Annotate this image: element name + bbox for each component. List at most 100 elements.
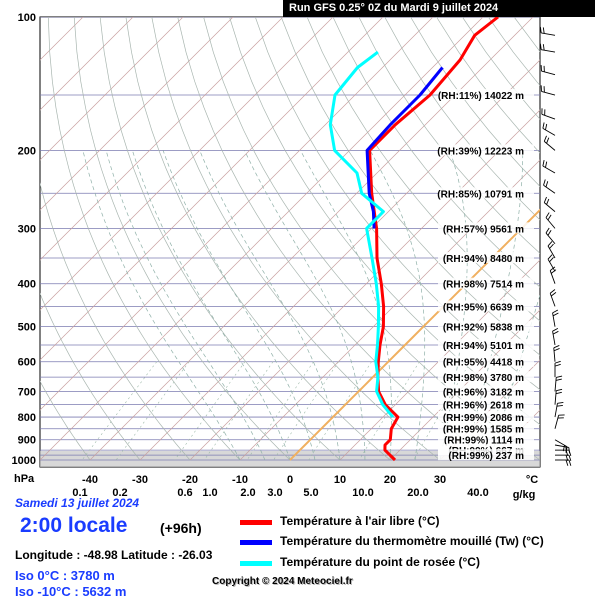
wind-barb-feather	[543, 27, 544, 33]
pressure-tick-label: 600	[18, 357, 36, 369]
level-label: (RH:98%) 7514 m	[443, 280, 524, 291]
wind-barb-feather	[554, 348, 560, 350]
wind-barb-feather	[544, 197, 546, 203]
wind-barb	[543, 122, 555, 135]
wind-barb	[550, 290, 556, 307]
temperature-tick-label: -30	[132, 474, 148, 486]
pressure-tick-label: 300	[18, 223, 36, 235]
wind-barb-feather	[546, 213, 549, 218]
mixing-ratio-label: 20.0	[407, 487, 428, 499]
legend-label: Température du point de rosée (°C)	[280, 555, 480, 569]
mixing-ratio-label: 0.6	[177, 487, 192, 499]
wind-barb	[555, 415, 565, 429]
mixing-ratio-label: 40.0	[467, 487, 488, 499]
wind-barb-feather	[553, 328, 558, 331]
coordinates: Longitude : -48.98 Latitude : -26.03	[15, 548, 212, 562]
wind-barb	[541, 65, 555, 75]
level-label: (RH:96%) 3182 m	[443, 387, 524, 398]
wind-barb-feather	[551, 270, 556, 274]
wind-barb-shaft	[546, 218, 555, 229]
wind-barb-shaft	[554, 348, 555, 362]
wind-barb-feather	[540, 27, 541, 33]
level-label: (RH:95%) 6639 m	[443, 302, 524, 313]
wind-barb-feather	[557, 405, 563, 406]
wind-barb-shaft	[555, 403, 557, 417]
wind-barb-feather	[548, 230, 551, 235]
wind-barb-shaft	[543, 166, 555, 173]
pressure-tick-label: 400	[18, 279, 36, 291]
wind-barb	[555, 445, 570, 453]
level-label: (RH:95%) 4418 m	[443, 358, 524, 369]
wind-barb-shaft	[544, 141, 555, 150]
wind-barb-feather	[544, 136, 546, 142]
dry-adiabat	[540, 17, 595, 460]
wind-barb-feather	[543, 44, 544, 50]
wind-barb	[544, 197, 555, 212]
level-label: (RH:94%) 5101 m	[443, 341, 524, 352]
temperature-tick-label: -10	[232, 474, 248, 486]
wind-barb-feather	[543, 122, 544, 128]
wind-barb	[550, 267, 556, 284]
wind-barb-shaft	[541, 71, 555, 75]
wind-barb	[555, 376, 562, 391]
pressure-tick-label: 700	[18, 386, 36, 398]
wind-barb	[554, 345, 560, 361]
wind-barb-shaft	[544, 185, 555, 193]
wind-barb-feather	[546, 181, 548, 187]
run-header: Run GFS 0.25° 0Z du Mardi 9 juillet 2024	[283, 0, 595, 17]
wind-barb	[546, 213, 555, 229]
wind-barb-feather	[553, 331, 558, 334]
wind-barb-feather	[556, 389, 562, 390]
temperature-tick-label: -40	[82, 474, 98, 486]
level-label: (RH:85%) 10791 m	[437, 189, 524, 200]
wind-barb-shaft	[548, 246, 555, 258]
mixing-ratio-label: 10.0	[352, 487, 373, 499]
legend-swatch	[240, 520, 272, 525]
forecast-date: Samedi 13 juillet 2024	[15, 496, 139, 510]
pressure-tick-label: 100	[18, 12, 36, 24]
wind-barbs	[540, 27, 570, 466]
wind-barb-feather	[547, 199, 549, 205]
level-label: (RH:57%) 9561 m	[443, 224, 524, 235]
wind-barb-feather	[554, 345, 560, 347]
pressure-tick-label: 800	[18, 412, 36, 424]
wind-barb	[541, 85, 555, 95]
wind-barb-feather	[550, 290, 555, 294]
wind-barb-feather	[556, 392, 562, 393]
wind-barb	[548, 255, 555, 272]
wind-barb-shaft	[544, 203, 555, 212]
wind-barb-feather	[556, 376, 562, 377]
temperature-tick-label: 30	[434, 474, 446, 486]
wind-barb-feather	[555, 361, 561, 363]
wind-barb-feather	[548, 215, 551, 220]
wind-barb	[546, 228, 555, 244]
wind-barb-shaft	[543, 128, 555, 135]
wind-barb-feather	[550, 257, 554, 261]
wind-barb-shaft	[541, 33, 555, 35]
level-label: (RH:94%) 8480 m	[443, 254, 524, 265]
mixing-ratio-label: 5.0	[303, 487, 318, 499]
wind-barb-shaft	[555, 415, 559, 429]
iso-zero: Iso 0°C : 3780 m	[15, 568, 115, 583]
wind-barb-feather	[543, 160, 544, 166]
legend-label: Température à l'air libre (°C)	[280, 514, 439, 528]
forecast-lead: (+96h)	[160, 520, 202, 536]
wind-barb-feather	[548, 255, 552, 259]
level-label: (RH:99%) 2086 m	[443, 413, 524, 424]
level-label: (RH:98%) 3780 m	[443, 373, 524, 384]
wind-barb-feather	[540, 44, 541, 50]
wind-barb	[540, 44, 555, 52]
pressure-unit-label: hPa	[14, 473, 35, 485]
wind-barb-shaft	[555, 377, 556, 391]
temperature-tick-label: -20	[182, 474, 198, 486]
pressure-tick-label: 900	[18, 435, 36, 447]
iso-minus-ten: Iso -10°C : 5632 m	[15, 584, 126, 599]
temperature-tick-label: 20	[384, 474, 396, 486]
wind-barb	[553, 328, 559, 345]
wind-barb-feather	[557, 402, 563, 403]
legend-label: Température du thermomètre mouillé (Tw) …	[280, 534, 544, 548]
wind-barb	[542, 108, 555, 119]
mixing-ratio-label: 3.0	[267, 487, 282, 499]
wind-barb-feather	[544, 180, 546, 186]
wind-barb-feather	[553, 313, 558, 316]
